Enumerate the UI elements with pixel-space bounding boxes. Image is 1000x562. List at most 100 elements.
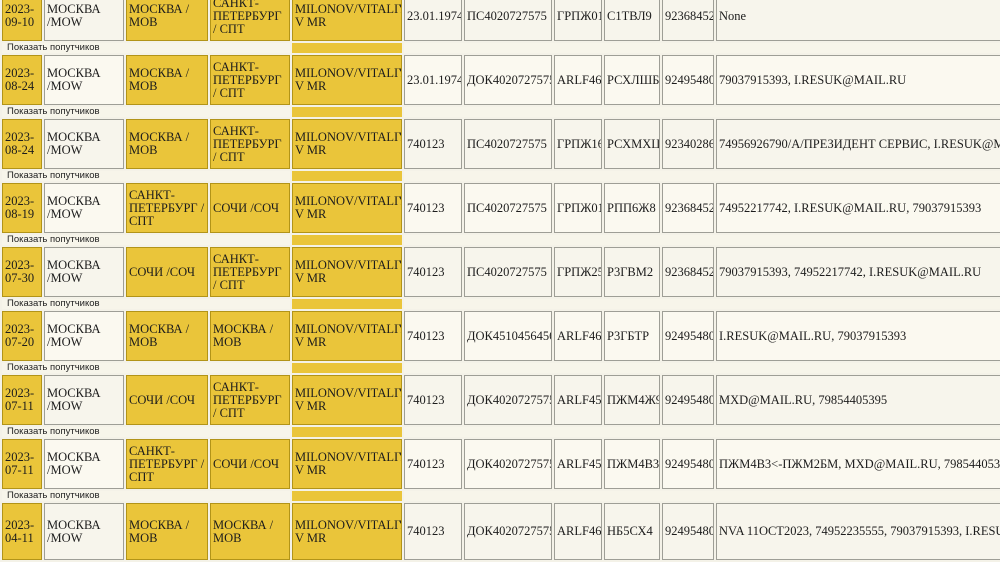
document-cell: ДОК4020727575 <box>464 55 552 105</box>
carrier-cell: ARLF45 <box>554 439 602 489</box>
show-companions-link[interactable]: Показать попутчиков <box>7 363 100 373</box>
companions-spacer <box>404 235 1000 245</box>
highlight-strip <box>292 491 402 501</box>
date-cell: 2023-07-11 <box>2 375 42 425</box>
show-companions-link[interactable]: Показать попутчиков <box>7 107 100 117</box>
birth-date-cell: 740123 <box>404 503 462 560</box>
birth-date-cell: 740123 <box>404 439 462 489</box>
contacts-cell: None <box>716 0 1000 41</box>
document-cell: ПС4020727575 <box>464 247 552 297</box>
origin-city-cell: МОСКВА /MOW <box>44 375 124 425</box>
highlight-strip <box>292 427 402 437</box>
departure-cell: МОСКВА /МОВ <box>126 503 208 560</box>
pnr-cell: НБ5СХ4 <box>604 503 660 560</box>
pnr-cell: РСХЛШБ <box>604 55 660 105</box>
pnr-cell: РСХМХЦ <box>604 119 660 169</box>
companions-row: Показать попутчиков <box>2 427 1000 437</box>
document-cell: ПС4020727575 <box>464 183 552 233</box>
show-companions-link[interactable]: Показать попутчиков <box>7 43 100 53</box>
document-cell: ДОК4510456456 <box>464 311 552 361</box>
agent-cell: 92368452 <box>662 247 714 297</box>
show-companions-link[interactable]: Показать попутчиков <box>7 299 100 309</box>
passenger-name-cell: MILONOV/VITALIY V MR <box>292 183 402 233</box>
agent-cell: 92495480 <box>662 375 714 425</box>
arrival-cell: МОСКВА / МОВ <box>210 311 290 361</box>
birth-date-cell: 740123 <box>404 183 462 233</box>
table-row: 2023-07-30 МОСКВА /MOW СОЧИ /СОЧ САНКТ-ПЕТЕ… <box>2 247 1000 297</box>
contacts-cell: ПЖМ4В3<-ПЖМ2БМ, MXD@MAIL.RU, 79854405395 <box>716 439 1000 489</box>
companions-cell: Показать попутчиков <box>2 427 290 437</box>
carrier-cell: ГРПЖ16 <box>554 119 602 169</box>
companions-cell: Показать попутчиков <box>2 43 290 53</box>
contacts-cell: 79037915393, 74952217742, I.RESUK@MAIL.R… <box>716 247 1000 297</box>
companions-spacer <box>404 363 1000 373</box>
birth-date-cell: 740123 <box>404 311 462 361</box>
carrier-cell: ГРПЖ01 <box>554 0 602 41</box>
passenger-name-cell: MILONOV/VITALIY V MR <box>292 55 402 105</box>
show-companions-link[interactable]: Показать попутчиков <box>7 427 100 437</box>
arrival-cell: СОЧИ /СОЧ <box>210 439 290 489</box>
passenger-name-cell: MILONOV/VITALIY V MR <box>292 247 402 297</box>
date-cell: 2023-07-30 <box>2 247 42 297</box>
companions-row: Показать попутчиков <box>2 107 1000 117</box>
companions-row: Показать попутчиков <box>2 235 1000 245</box>
table-row: 2023-09-10 МОСКВА /MOW МОСКВА /МОВ САНКТ-ПЕ… <box>2 0 1000 41</box>
highlight-strip <box>292 299 402 309</box>
show-companions-link[interactable]: Показать попутчиков <box>7 235 100 245</box>
companions-row: Показать попутчиков <box>2 491 1000 501</box>
departure-cell: МОСКВА /МОВ <box>126 311 208 361</box>
origin-city-cell: МОСКВА /MOW <box>44 439 124 489</box>
companions-cell: Показать попутчиков <box>2 363 290 373</box>
highlight-strip <box>292 107 402 117</box>
carrier-cell: ARLF45 <box>554 375 602 425</box>
departure-cell: СОЧИ /СОЧ <box>126 375 208 425</box>
companions-spacer <box>404 491 1000 501</box>
date-cell: 2023-07-20 <box>2 311 42 361</box>
date-cell: 2023-07-11 <box>2 439 42 489</box>
birth-date-cell: 23.01.1974 <box>404 0 462 41</box>
pnr-cell: Р3ГВМ2 <box>604 247 660 297</box>
companions-spacer <box>404 427 1000 437</box>
birth-date-cell: 740123 <box>404 247 462 297</box>
table-row: 2023-07-11 МОСКВА /MOW САНКТ-ПЕТЕРБУРГ / С… <box>2 439 1000 489</box>
companions-cell: Показать попутчиков <box>2 491 290 501</box>
show-companions-link[interactable]: Показать попутчиков <box>7 491 100 501</box>
pnr-cell: Р3ГБТР <box>604 311 660 361</box>
table-row: 2023-08-24 МОСКВА /MOW МОСКВА /МОВ САНКТ-ПЕ… <box>2 55 1000 105</box>
companions-spacer <box>404 107 1000 117</box>
carrier-cell: ГРПЖ01 <box>554 183 602 233</box>
date-cell: 2023-08-19 <box>2 183 42 233</box>
contacts-cell: I.RESUK@MAIL.RU, 79037915393 <box>716 311 1000 361</box>
document-cell: ДОК4020727575 <box>464 375 552 425</box>
contacts-cell: NVA 11OCT2023, 74952235555, 79037915393,… <box>716 503 1000 560</box>
date-cell: 2023-04-11 <box>2 503 42 560</box>
highlight-strip <box>292 235 402 245</box>
date-cell: 2023-08-24 <box>2 55 42 105</box>
arrival-cell: САНКТ-ПЕТЕРБУРГ / СПТ <box>210 119 290 169</box>
arrival-cell: САНКТ-ПЕТЕРБУРГ / СПТ <box>210 0 290 41</box>
origin-city-cell: МОСКВА /MOW <box>44 183 124 233</box>
passenger-name-cell: MILONOV/VITALIY V MR <box>292 439 402 489</box>
passenger-name-cell: MILONOV/VITALIY V MR <box>292 119 402 169</box>
passenger-name-cell: MILONOV/VITALIY V MR <box>292 0 402 41</box>
document-cell: ПС4020727575 <box>464 0 552 41</box>
agent-cell: 92495480 <box>662 311 714 361</box>
companions-spacer <box>404 171 1000 181</box>
highlight-strip <box>292 43 402 53</box>
date-cell: 2023-08-24 <box>2 119 42 169</box>
companions-cell: Показать попутчиков <box>2 171 290 181</box>
departure-cell: САНКТ-ПЕТЕРБУРГ / СПТ <box>126 183 208 233</box>
arrival-cell: САНКТ-ПЕТЕРБУРГ / СПТ <box>210 55 290 105</box>
agent-cell: 92495480 <box>662 503 714 560</box>
show-companions-link[interactable]: Показать попутчиков <box>7 171 100 181</box>
agent-cell: 92368452 <box>662 0 714 41</box>
departure-cell: СОЧИ /СОЧ <box>126 247 208 297</box>
carrier-cell: ARLF46 <box>554 311 602 361</box>
table-row: 2023-07-11 МОСКВА /MOW СОЧИ /СОЧ САНКТ-ПЕТЕ… <box>2 375 1000 425</box>
companions-row: Показать попутчиков <box>2 299 1000 309</box>
origin-city-cell: МОСКВА /MOW <box>44 311 124 361</box>
pnr-cell: ПЖМ4В3 <box>604 439 660 489</box>
